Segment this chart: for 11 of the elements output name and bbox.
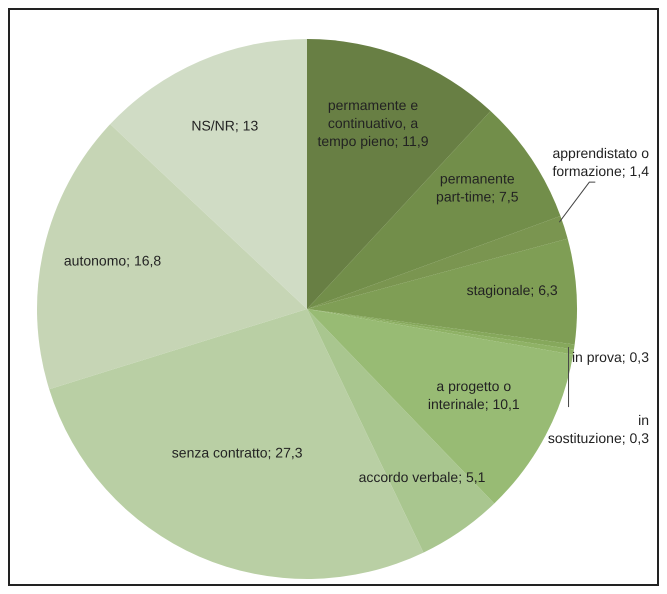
slice-label: stagionale; 6,3 <box>466 282 558 298</box>
slice-label: in sostituzione; 0,3 <box>548 412 650 446</box>
slice-label: apprendistato o formazione; 1,4 <box>552 145 650 180</box>
slice-label: NS/NR; 13 <box>191 118 258 134</box>
slice-label: senza contratto; 27,3 <box>172 444 303 460</box>
slice-label: permamente e continuativo, a tempo pieno; 11,9 <box>317 97 429 150</box>
slice-label: in prova; 0,3 <box>572 349 650 366</box>
slice-label: autonomo; 16,8 <box>64 252 162 268</box>
slice-label: permanente part-time; 7,5 <box>436 170 519 204</box>
slice-label: a progetto o interinale; 10,1 <box>428 378 520 412</box>
slice-label: accordo verbale; 5,1 <box>358 469 486 486</box>
